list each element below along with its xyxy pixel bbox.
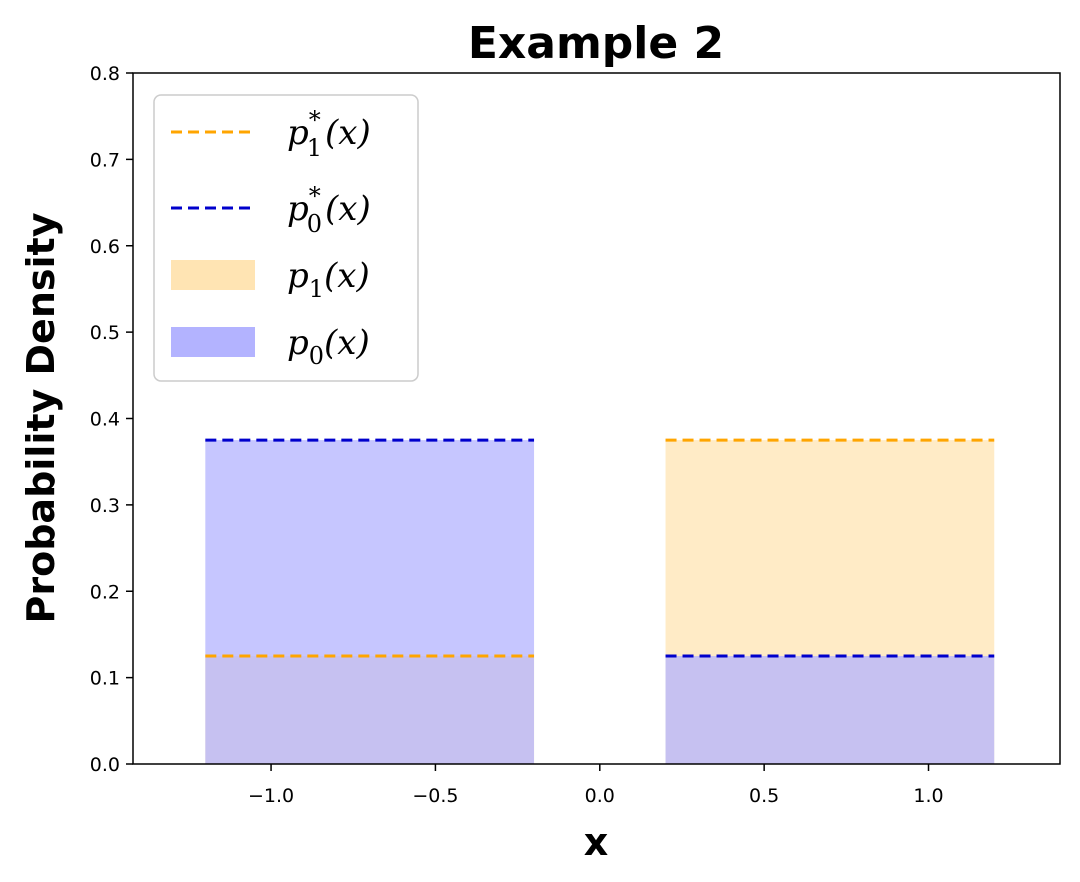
legend-label: p* 1(x) [287, 106, 371, 162]
x-axis-ticks: −1.0 −0.5 0.0 0.5 1.0 [248, 764, 944, 807]
legend-box [153, 94, 419, 382]
y-tick-label: 0.8 [90, 63, 120, 85]
legend-label: p* 0(x) [287, 182, 371, 238]
y-tick-label: 0.0 [90, 754, 120, 776]
y-tick-label: 0.3 [90, 495, 120, 517]
y-tick-label: 0.6 [90, 236, 120, 258]
x-tick-label: −1.0 [248, 785, 294, 807]
y-tick-label: 0.1 [90, 668, 120, 690]
legend-label: p1(x) [287, 256, 370, 303]
y-tick-label: 0.4 [90, 409, 120, 431]
legend: p* 1(x) p* 0(x) p1(x) p0(x) [153, 94, 419, 382]
x-tick-label: 1.0 [913, 785, 943, 807]
y-tick-label: 0.2 [90, 581, 120, 603]
y-tick-label: 0.5 [90, 322, 120, 344]
area-0-0 [205, 440, 535, 764]
y-tick-label: 0.7 [90, 149, 120, 171]
x-tick-label: −0.5 [412, 785, 458, 807]
filled-areas [205, 440, 995, 764]
area-0-1 [665, 656, 995, 764]
legend-swatch [171, 260, 255, 290]
y-axis-title: Probability Density [19, 212, 63, 623]
x-tick-label: 0.0 [585, 785, 615, 807]
y-axis-ticks: 0.0 0.1 0.2 0.3 0.4 0.5 0.6 0.7 0.8 [90, 63, 133, 776]
x-axis-title: x [584, 820, 609, 864]
legend-swatch [171, 327, 255, 357]
dashed-lines [205, 438, 995, 658]
chart-title: Example 2 [468, 18, 724, 69]
x-tick-label: 0.5 [749, 785, 779, 807]
legend-label: p0(x) [287, 323, 370, 370]
